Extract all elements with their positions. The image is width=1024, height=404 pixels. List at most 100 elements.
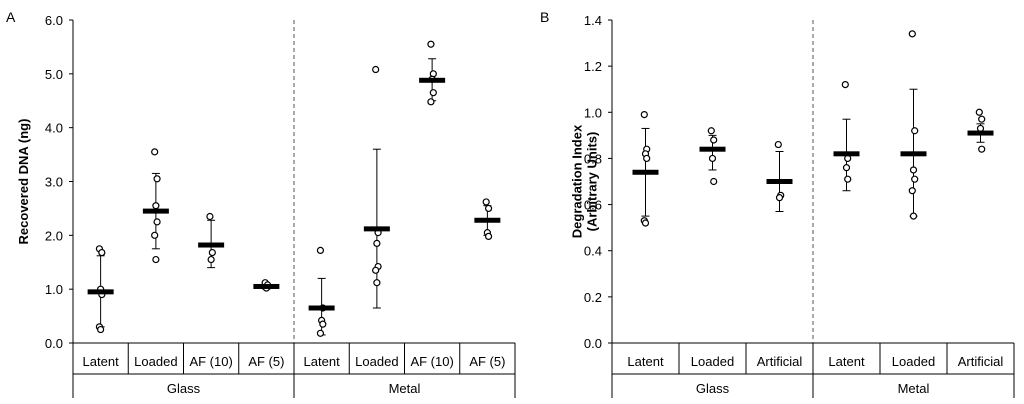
mean-marker <box>699 146 726 152</box>
data-point <box>911 175 919 183</box>
data-point <box>98 248 106 257</box>
data-point <box>844 175 852 183</box>
mean-marker <box>419 77 446 83</box>
data-point <box>153 175 161 183</box>
x-tick-label: Loaded <box>892 354 935 369</box>
y-tick-label: 3.0 <box>45 175 63 190</box>
data-point <box>710 136 718 144</box>
data-point <box>373 279 381 287</box>
x-tick-label: Latent <box>304 354 341 369</box>
x-tick-label: Loaded <box>134 354 177 369</box>
y-tick-label: 1.0 <box>45 282 63 297</box>
data-point <box>908 187 916 195</box>
mean-marker <box>900 151 927 157</box>
x-tick-label: Loaded <box>355 354 398 369</box>
x-group-label: Metal <box>898 381 930 396</box>
data-point <box>708 154 717 163</box>
data-point <box>911 127 919 135</box>
data-point <box>207 255 215 264</box>
data-point <box>372 266 380 274</box>
x-group-label: Glass <box>696 381 730 396</box>
mean-marker <box>833 151 860 157</box>
mean-marker <box>967 130 994 136</box>
data-point <box>978 115 986 123</box>
x-tick-label: Latent <box>627 354 664 369</box>
panel-label: B <box>540 9 549 25</box>
data-point <box>643 154 651 163</box>
panel-label: A <box>6 9 16 25</box>
y-tick-label: 1.4 <box>584 13 602 28</box>
data-point <box>427 40 435 48</box>
x-tick-label: Latent <box>83 354 120 369</box>
mean-marker <box>308 305 335 311</box>
y-tick-label: 2.0 <box>45 228 63 243</box>
mean-marker <box>363 226 390 232</box>
panel-a-recovered-dna-chart: A 0.0 1.0 2.0 3.0 4.0 5.0 6.0 Recovered DNA (ng)… <box>6 9 516 398</box>
data-point <box>484 204 493 213</box>
x-tick-label: AF (10) <box>189 354 232 369</box>
y-tick-label: 1.0 <box>584 105 602 120</box>
mean-marker <box>632 169 659 175</box>
data-point <box>909 166 918 174</box>
data-point <box>206 212 214 221</box>
data-point <box>482 198 490 206</box>
data-point <box>372 65 380 74</box>
data-point <box>208 248 216 257</box>
data-point <box>319 320 327 328</box>
y-tick-label: 0.0 <box>45 336 63 351</box>
data-point <box>429 89 437 97</box>
data-point <box>844 154 852 163</box>
mean-marker <box>198 242 225 248</box>
y-tick-label: 0.2 <box>584 290 602 305</box>
x-tick-label: Loaded <box>691 354 734 369</box>
x-tick-label: Artificial <box>958 354 1004 369</box>
x-tick-label: Artificial <box>757 354 803 369</box>
data-point <box>710 177 718 186</box>
data-point <box>373 239 381 248</box>
data-point <box>316 246 325 255</box>
mean-marker <box>253 283 280 289</box>
x-group-label: Metal <box>389 381 421 396</box>
data-point <box>842 164 851 172</box>
data-point <box>976 124 985 133</box>
data-point <box>641 219 650 227</box>
y-tick-label: 0.4 <box>584 244 602 259</box>
y-axis-label: Recovered DNA (ng) <box>16 119 31 245</box>
data-point <box>151 231 159 239</box>
data-point <box>640 110 648 119</box>
mean-marker <box>474 217 501 223</box>
x-tick-label: Latent <box>828 354 865 369</box>
data-point <box>316 329 325 337</box>
y-tick-label: 0.6 <box>584 198 602 213</box>
mean-marker <box>87 289 114 295</box>
y-axis-label: (Arbitrary Units) <box>585 132 600 232</box>
data-point <box>978 145 986 153</box>
y-tick-label: 0.8 <box>584 151 602 166</box>
y-tick-label: 5.0 <box>45 67 63 82</box>
data-point <box>152 202 160 210</box>
data-point <box>975 108 983 116</box>
x-tick-label: AF (10) <box>410 354 453 369</box>
data-point <box>707 127 715 135</box>
y-tick-label: 6.0 <box>45 13 63 28</box>
data-point <box>153 218 161 226</box>
mean-marker <box>766 179 793 184</box>
y-tick-label: 1.2 <box>584 59 602 74</box>
data-point <box>152 255 160 264</box>
data-point <box>774 140 782 149</box>
data-point <box>908 30 916 38</box>
y-tick-label: 4.0 <box>45 121 63 136</box>
x-tick-label: AF (5) <box>248 354 284 369</box>
data-point <box>909 212 918 220</box>
data-point <box>151 148 159 156</box>
x-tick-label: AF (5) <box>469 354 505 369</box>
data-point <box>775 194 784 202</box>
mean-marker <box>142 208 169 214</box>
y-tick-label: 0.0 <box>584 336 602 351</box>
data-point <box>484 232 493 241</box>
data-point <box>427 98 435 106</box>
data-point <box>841 80 849 89</box>
panel-b-degradation-index-chart: B 0.0 0.2 0.4 0.6 0.8 1.0 1.2 1.4 Degradation Ind… <box>540 9 1015 398</box>
x-group-label: Glass <box>167 381 201 396</box>
